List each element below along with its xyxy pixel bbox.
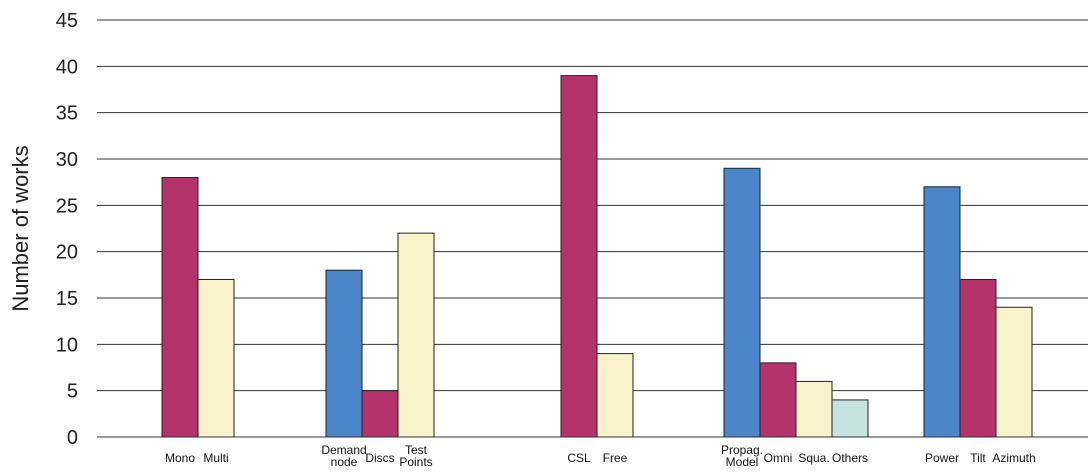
category-label: Propag. Model bbox=[721, 443, 763, 469]
category-label: Mono bbox=[165, 451, 195, 465]
bars bbox=[161, 75, 1033, 438]
category-label: Test Points bbox=[399, 443, 432, 469]
y-tick-label: 40 bbox=[56, 56, 78, 78]
bar bbox=[361, 390, 399, 438]
y-tick-label: 15 bbox=[56, 288, 78, 310]
y-tick-label: 20 bbox=[56, 242, 78, 264]
bar bbox=[923, 186, 961, 438]
y-axis-label: Number of works bbox=[8, 145, 33, 311]
bar bbox=[397, 232, 435, 438]
bar bbox=[759, 362, 797, 438]
bar bbox=[596, 353, 634, 438]
bar bbox=[197, 278, 235, 438]
bar bbox=[831, 399, 869, 438]
category-label: Squa. bbox=[798, 451, 829, 465]
category-label: CSL bbox=[567, 451, 591, 465]
category-label: Azimuth bbox=[992, 451, 1035, 465]
category-label: Free bbox=[603, 451, 628, 465]
category-label: Discs bbox=[365, 451, 394, 465]
y-tick-label: 35 bbox=[56, 103, 78, 125]
bar bbox=[795, 380, 833, 438]
y-tick-label: 45 bbox=[56, 10, 78, 32]
bar bbox=[161, 177, 199, 438]
y-tick-label: 30 bbox=[56, 149, 78, 171]
bar bbox=[723, 167, 761, 438]
y-tick-label: 10 bbox=[56, 334, 78, 356]
bar bbox=[560, 75, 598, 438]
category-label: Multi bbox=[203, 451, 228, 465]
category-label: Power bbox=[925, 451, 959, 465]
y-tick-label: 0 bbox=[67, 427, 78, 449]
bar bbox=[325, 269, 363, 438]
y-tick-labels: 0 5 10 15 20 25 30 35 40 45 bbox=[56, 10, 78, 449]
category-label: Others bbox=[832, 451, 868, 465]
category-label: Demand node bbox=[321, 443, 366, 469]
category-labels: Mono Multi Demand node Discs Test Points CSL Fre… bbox=[165, 443, 1036, 469]
category-label: Omni bbox=[764, 451, 793, 465]
category-label: Tilt bbox=[970, 451, 986, 465]
bar bbox=[995, 306, 1033, 438]
y-tick-label: 25 bbox=[56, 195, 78, 217]
bar bbox=[959, 278, 997, 438]
y-tick-label: 5 bbox=[67, 381, 78, 403]
